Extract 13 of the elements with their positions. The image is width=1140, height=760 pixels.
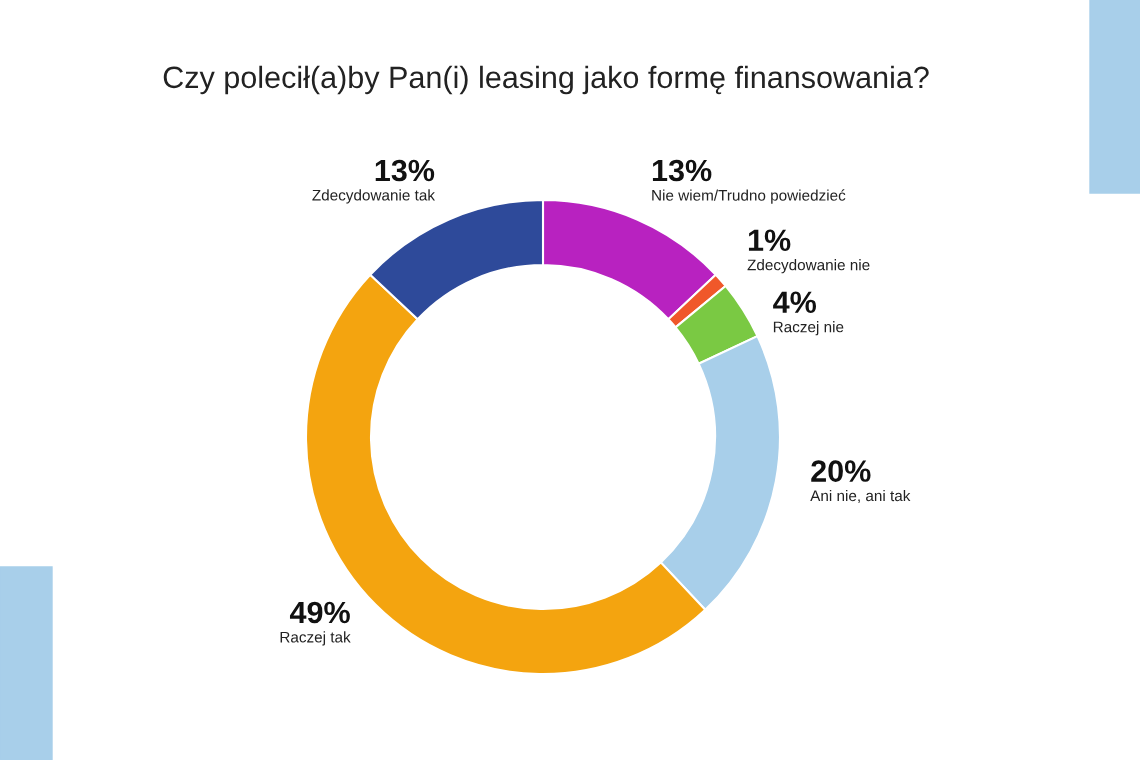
data-label: 1%	[748, 229, 791, 252]
slice-label: Ani nie, ani tak	[810, 489, 911, 503]
data-label: 13%	[652, 159, 712, 182]
data-label: 4%	[773, 291, 817, 314]
slice-label: Raczej tak	[280, 631, 351, 646]
slice-label: Nie wiem/Trudno powiedzieć	[652, 189, 846, 204]
slice-label: Raczej nie	[773, 321, 844, 336]
data-label: 49%	[289, 601, 350, 624]
slice-label: Zdecydowanie tak	[312, 189, 436, 204]
data-label: 13%	[375, 159, 435, 182]
chart-title: Czy polecił(a)by Pan(i) leasing jako formę finansowania?	[163, 65, 929, 95]
slice-label: Zdecydowanie nie	[747, 259, 870, 274]
data-label: 20%	[811, 460, 871, 482]
